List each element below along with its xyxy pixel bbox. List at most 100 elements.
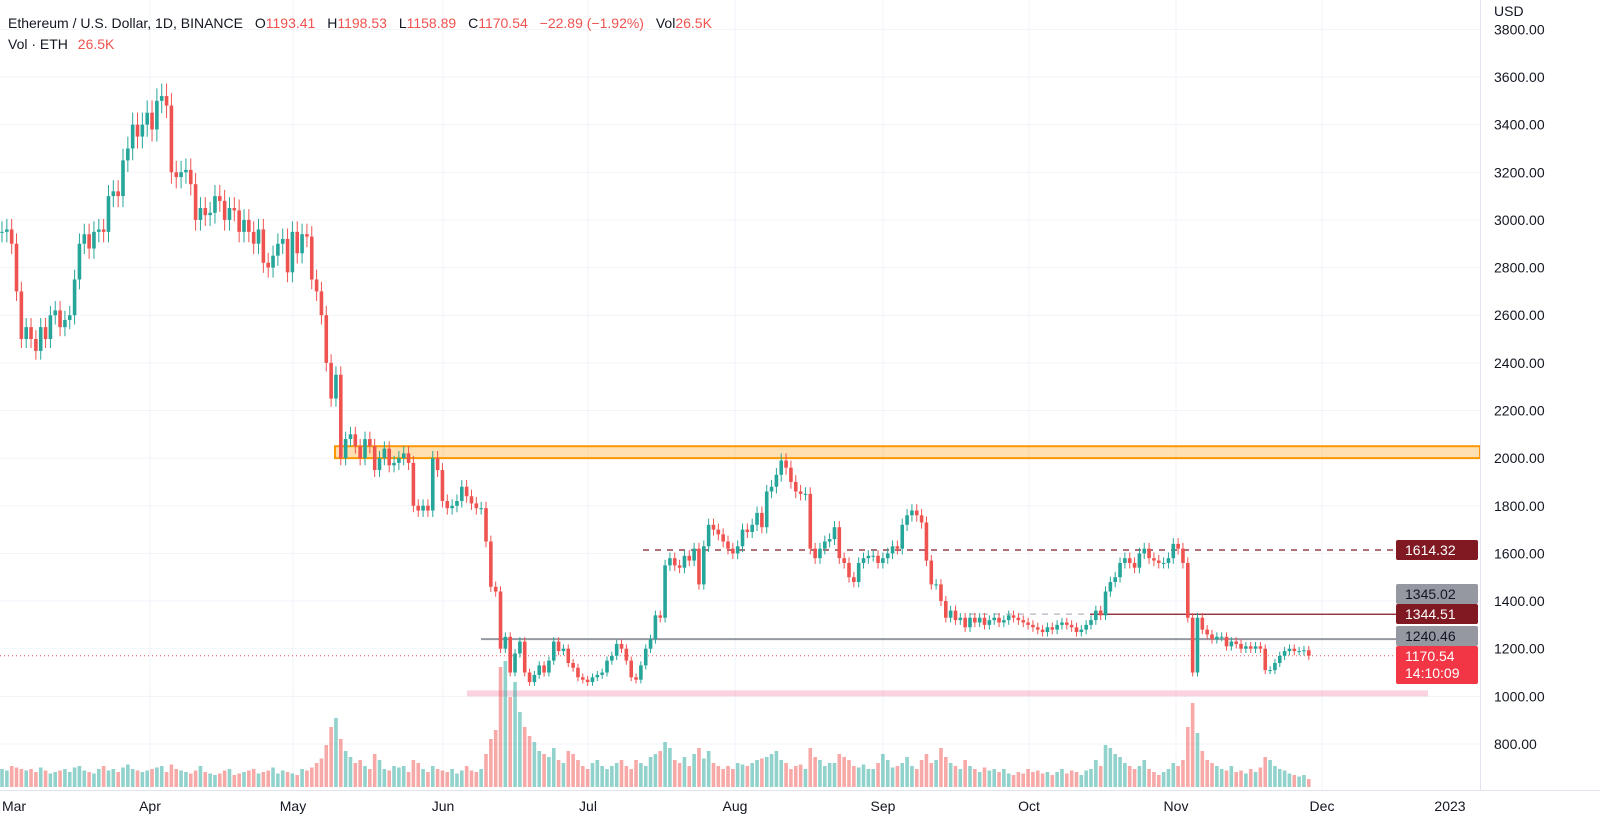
candle-body: [1219, 636, 1224, 638]
candle-body: [585, 679, 590, 683]
candle-body: [508, 636, 512, 673]
volume-bar: [237, 773, 241, 787]
volume-bar: [1045, 772, 1050, 787]
volume-bar: [87, 772, 91, 787]
volume-bar: [1035, 770, 1040, 787]
volume-bar: [203, 772, 208, 787]
volume-bar: [571, 754, 575, 787]
volume-bar: [711, 763, 716, 787]
candle-body: [1065, 622, 1069, 625]
candle-body: [1273, 662, 1277, 671]
candle-body: [1195, 617, 1200, 673]
volume-bar: [643, 766, 648, 787]
volume-bar: [484, 754, 488, 787]
volume-study-value: 26.5K: [77, 36, 115, 52]
candle-body: [1263, 648, 1268, 671]
candle-body: [353, 434, 358, 447]
volume-bar: [605, 769, 609, 787]
candle-body: [808, 493, 813, 549]
candle-body: [484, 508, 488, 542]
volume-bar: [585, 769, 590, 787]
candle-body: [319, 291, 324, 316]
close-value: 1170.54: [478, 15, 528, 31]
candle-body: [251, 231, 256, 244]
volume-bar: [789, 769, 793, 787]
volume-bar: [576, 760, 580, 787]
volume-bar: [527, 736, 532, 787]
candle-body: [295, 231, 300, 254]
time-axis[interactable]: Mar Apr May Jun Jul Aug Sep Oct Nov Dec 2023: [2, 798, 1466, 814]
candle-body: [672, 558, 677, 566]
volume-bar: [498, 667, 503, 787]
candle-body: [179, 172, 183, 178]
candle-body: [1166, 558, 1171, 563]
volume-bar: [852, 766, 856, 787]
volume-bar: [382, 769, 387, 787]
volume-study-label[interactable]: Vol · ETH: [8, 36, 68, 52]
candle-body: [440, 470, 445, 502]
candle-body: [731, 548, 735, 554]
candle-body: [677, 565, 682, 568]
candle-body: [1050, 627, 1055, 630]
volume-bar: [329, 727, 333, 787]
volume-bar: [464, 766, 469, 787]
price-tick-label: 1000.00: [1494, 688, 1545, 704]
candle-body: [9, 229, 14, 244]
volume-bar: [895, 766, 900, 787]
volume-bar: [140, 772, 145, 787]
candle-body: [1016, 617, 1021, 621]
candle-body: [1229, 641, 1234, 647]
candle-body: [67, 315, 72, 320]
volume-bar: [479, 769, 483, 787]
volume-bar: [832, 763, 837, 787]
candle-body: [392, 462, 396, 466]
volume-bar: [38, 767, 43, 787]
candle-body: [203, 208, 208, 216]
high-label: H: [327, 15, 338, 31]
volume-bar: [5, 770, 9, 787]
volume-bar: [460, 770, 464, 787]
volume-bar: [421, 769, 425, 787]
symbol-title[interactable]: Ethereum / U.S. Dollar, 1D, BINANCE: [8, 15, 243, 31]
currency-label[interactable]: USD: [1494, 3, 1524, 19]
time-tick-label: Apr: [139, 798, 161, 814]
volume-bar: [9, 766, 14, 787]
price-tick-label: 2400.00: [1494, 355, 1545, 371]
volume-bar: [1060, 769, 1064, 787]
candle-body: [348, 434, 353, 440]
candle-body: [973, 617, 977, 623]
candle-body: [837, 527, 842, 559]
volume-bar: [208, 773, 212, 787]
volume-bar: [939, 748, 943, 787]
volume-bar: [164, 772, 169, 787]
volume-bar: [672, 760, 677, 787]
volume-bar: [387, 770, 391, 787]
volume-bar: [111, 769, 116, 787]
volume-bar: [314, 763, 319, 787]
volume-bar: [600, 766, 604, 787]
candle-body: [706, 524, 711, 547]
volume-label: Vol: [655, 15, 676, 31]
candle-body: [798, 491, 803, 494]
volume-bar: [295, 775, 300, 787]
price-axis-bg[interactable]: [1480, 0, 1600, 838]
low-label: L: [398, 15, 407, 31]
volume-bar: [1166, 769, 1171, 787]
volume-bar: [629, 769, 633, 787]
volume-bar: [1302, 775, 1306, 787]
volume-bar: [726, 766, 730, 787]
volume-bar: [1069, 770, 1074, 787]
candle-body: [740, 529, 745, 547]
volume-bar: [1248, 769, 1253, 787]
volume-bar: [944, 757, 948, 787]
candle-body: [716, 529, 721, 535]
price-axis[interactable]: 3800.00 3600.00 3400.00 3200.00 3000.00 2800.…: [1494, 21, 1545, 752]
volume-bar: [53, 772, 58, 787]
volume-bar: [905, 757, 909, 787]
volume-bar: [760, 758, 764, 787]
candle-body: [842, 558, 846, 563]
price-tick-label: 3200.00: [1494, 164, 1545, 180]
volume-bar: [1292, 775, 1297, 787]
candle-body: [600, 672, 604, 675]
